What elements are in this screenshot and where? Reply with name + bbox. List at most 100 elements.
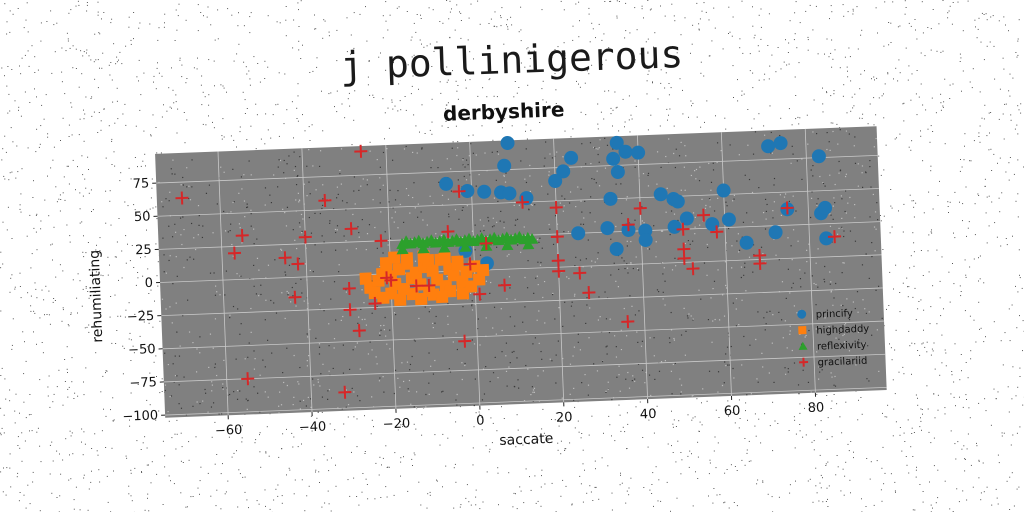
princify-point <box>548 174 563 189</box>
princify-point <box>477 184 492 199</box>
legend-marker-reflexivity <box>798 341 808 350</box>
princify-point <box>571 226 586 241</box>
gracilariid-point <box>828 230 842 244</box>
x-grid-line <box>217 151 229 416</box>
x-tick-label: 40 <box>640 407 657 423</box>
princify-point <box>618 144 633 159</box>
princify-point <box>670 194 685 209</box>
princify-point <box>773 136 788 151</box>
gracilariid-point <box>458 334 472 348</box>
gracilariid-point <box>175 191 189 205</box>
y-tick-label: −100 <box>122 408 158 424</box>
y-tick-label: 75 <box>132 176 149 192</box>
highdaddy-point <box>393 293 407 307</box>
gracilariid-point <box>463 257 477 271</box>
princify-point <box>653 187 668 202</box>
gracilariid-point <box>549 201 563 215</box>
princify-point <box>811 149 826 164</box>
princify-point <box>716 183 731 198</box>
highdaddy-point <box>388 251 401 264</box>
gracilariid-point <box>780 201 794 215</box>
gracilariid-point <box>621 315 635 329</box>
x-tick-label: −20 <box>383 416 411 432</box>
gracilariid-point <box>344 222 358 236</box>
highdaddy-point <box>426 264 439 277</box>
gracilariid-point <box>291 257 305 271</box>
highdaddy-point <box>377 291 390 305</box>
y-grid-line <box>162 320 885 350</box>
x-grid-line <box>804 128 816 393</box>
princify-point <box>606 151 621 166</box>
x-tick-label: −40 <box>299 420 327 436</box>
princify-point <box>631 145 646 160</box>
highdaddy-point <box>451 255 464 269</box>
gracilariid-point <box>633 201 647 215</box>
y-tick-label: 50 <box>134 209 151 225</box>
gracilariid-point <box>288 290 302 304</box>
highdaddy-point <box>472 273 486 286</box>
highdaddy-point <box>456 287 470 300</box>
chart-title: derbyshire <box>443 97 565 126</box>
reflexivity-point <box>522 238 535 250</box>
legend: princify highdaddy reflexivity gracilariid <box>797 308 870 369</box>
x-tick-label: 20 <box>556 410 573 426</box>
gracilariid-point <box>621 218 635 232</box>
reflexivity-point <box>396 243 409 255</box>
plot-area <box>155 126 887 418</box>
legend-marker-princify <box>797 309 807 319</box>
reflexivity-point <box>459 240 472 252</box>
x-tick-label: 80 <box>807 400 824 416</box>
legend-label-reflexivity: reflexivity <box>817 340 867 353</box>
princify-point <box>439 176 454 191</box>
gracilariid-point <box>686 262 700 276</box>
x-grid-line <box>301 148 313 413</box>
princify-point <box>679 211 694 226</box>
princify-point <box>556 164 571 179</box>
princify-point <box>819 231 834 246</box>
y-tick-label: 25 <box>135 243 152 259</box>
y-tick-label: −25 <box>127 309 155 325</box>
y-grid-line <box>160 254 882 283</box>
x-grid-line <box>637 135 648 400</box>
gracilariid-point <box>352 324 366 338</box>
reflexivity-point <box>438 241 451 253</box>
gracilariid-point <box>452 184 466 198</box>
gracilariid-point <box>354 144 368 158</box>
gracilariid-point <box>515 195 529 209</box>
gracilariid-point <box>573 266 587 280</box>
highdaddy-point <box>414 292 428 306</box>
gracilariid-point <box>498 278 512 292</box>
x-grid-line <box>720 132 732 396</box>
x-axis-label: saccate <box>499 431 554 449</box>
x-tick-label: −60 <box>215 423 243 439</box>
y-tick-label: 0 <box>144 276 153 291</box>
gracilariid-point <box>278 251 292 265</box>
gracilariid-point <box>479 236 493 250</box>
gracilariid-point <box>473 287 487 301</box>
x-tick-label: 60 <box>724 404 741 420</box>
gracilariid-point <box>368 296 382 310</box>
highdaddy-point <box>476 263 490 277</box>
princify-point <box>768 225 783 240</box>
princify-point <box>610 164 625 179</box>
princify-point <box>721 212 736 227</box>
gracilariid-point <box>676 222 690 236</box>
series-gracilariid <box>175 144 842 399</box>
series-reflexivity <box>396 230 539 255</box>
gracilariid-point <box>697 208 711 222</box>
y-grid-line <box>165 386 887 416</box>
gracilariid-point <box>409 279 423 293</box>
gracilariid-point <box>343 303 357 317</box>
princify-point <box>609 135 624 150</box>
gracilariid-point <box>710 225 724 239</box>
gracilariid-point <box>384 273 398 287</box>
princify-point <box>638 232 653 247</box>
gracilariid-point <box>582 286 596 300</box>
gracilariid-point <box>552 264 566 278</box>
y-tick-label: −50 <box>128 342 156 358</box>
y-axis-ticks: −100 −75 −50 −25 0 25 50 75 <box>122 176 166 425</box>
princify-point <box>609 242 624 257</box>
princify-point <box>739 235 754 250</box>
gracilariid-point <box>241 372 255 386</box>
